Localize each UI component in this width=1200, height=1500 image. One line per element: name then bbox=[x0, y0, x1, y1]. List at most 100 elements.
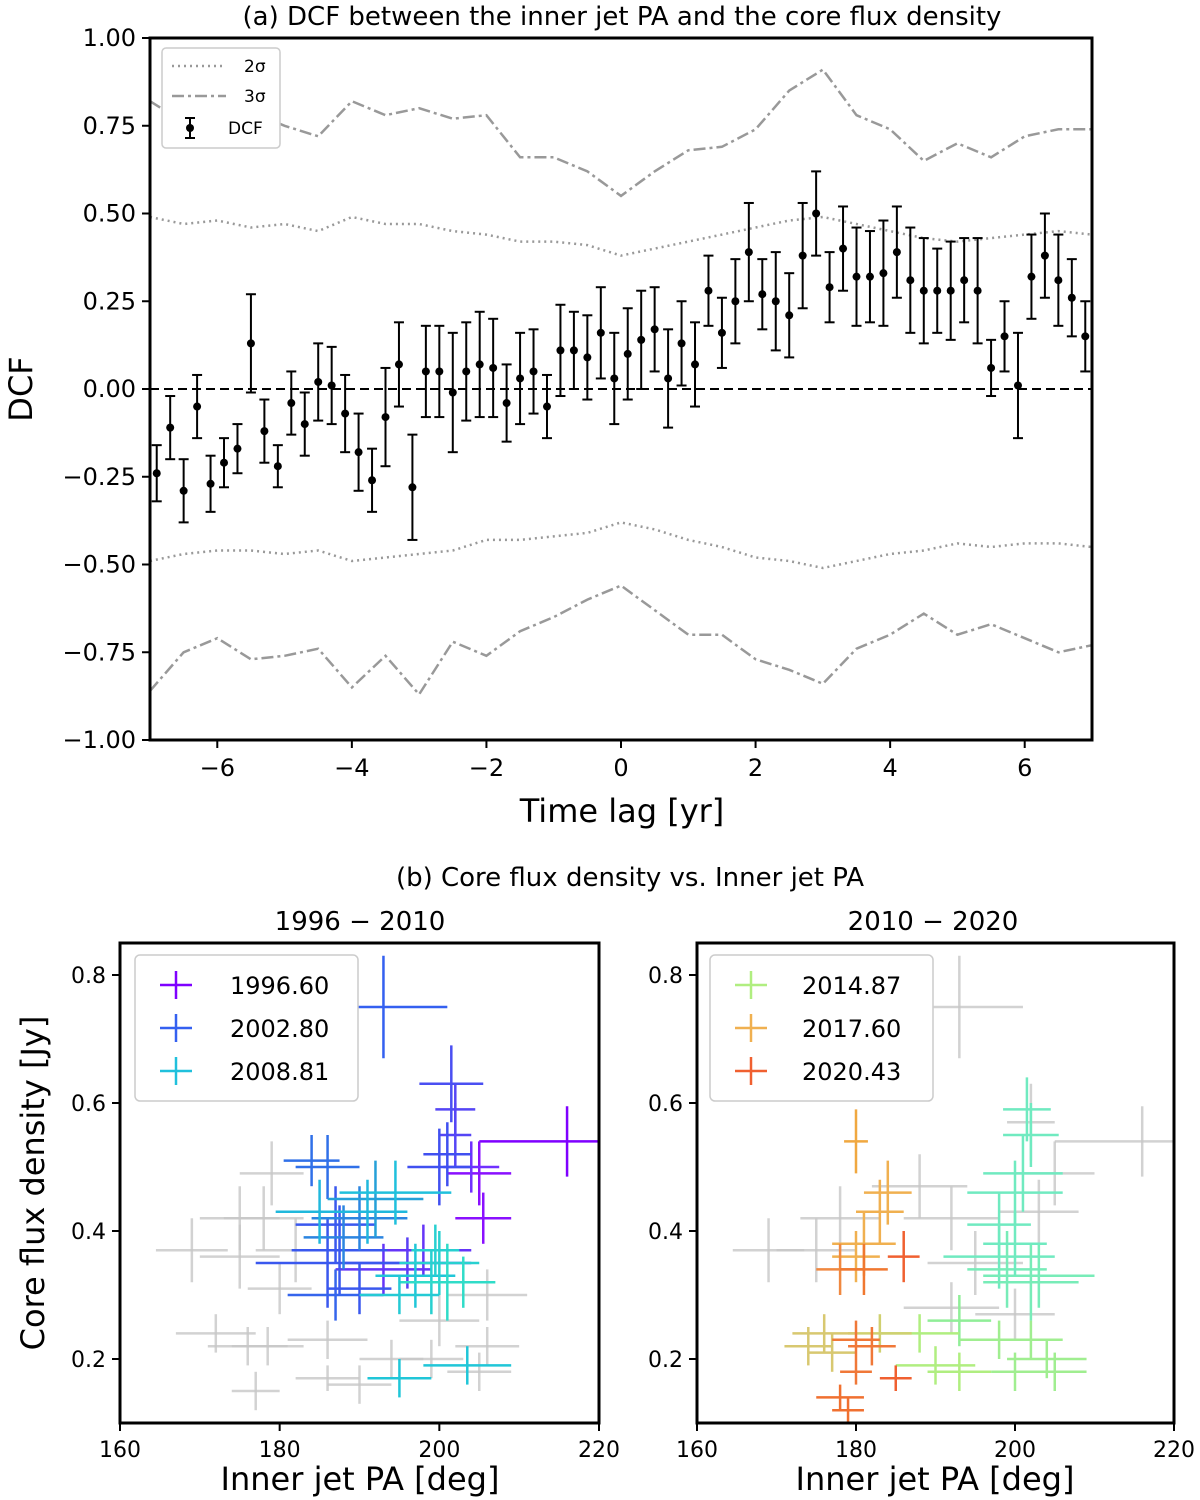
scatter-xtick-label: 200 bbox=[994, 1438, 1036, 1463]
errorbar-cross bbox=[255, 1218, 400, 1308]
errorbar-cross bbox=[800, 1186, 880, 1251]
errorbar-cross bbox=[816, 1384, 864, 1411]
dcf-xtick-label: 0 bbox=[613, 754, 628, 782]
dcf-point bbox=[474, 310, 485, 419]
scatter-ytick-label: 0.8 bbox=[71, 964, 106, 989]
dcf-point bbox=[770, 251, 781, 352]
errorbar-cross bbox=[295, 1186, 376, 1263]
dcf-point bbox=[676, 300, 687, 387]
errorbar-cross bbox=[1003, 1103, 1059, 1167]
errorbar-cross bbox=[903, 1186, 1000, 1251]
errorbar-cross bbox=[983, 1243, 1095, 1308]
scatter-xtick-label: 160 bbox=[676, 1438, 718, 1463]
dcf-point bbox=[219, 437, 230, 489]
dcf-ytick-label: 0.50 bbox=[83, 200, 136, 228]
dcf-point bbox=[595, 286, 606, 380]
errorbar-cross bbox=[455, 1192, 512, 1244]
dcf-point bbox=[299, 391, 310, 457]
b1-legend-label-3: 2008.81 bbox=[230, 1058, 329, 1086]
dcf-ytick-label: 1.00 bbox=[83, 24, 136, 52]
dcf-point bbox=[972, 237, 983, 345]
scatter-panel-2010-2020: 2010 − 2020 160 180 200 220 0.2 0.4 0.6 0.8 Inn… bbox=[648, 907, 1195, 1498]
scatter-ytick-label: 0.6 bbox=[648, 1092, 683, 1117]
b2-axes-frame bbox=[695, 941, 1176, 1425]
errorbar-cross bbox=[399, 1339, 464, 1379]
dcf-point bbox=[1080, 300, 1091, 373]
errorbar-cross bbox=[999, 1179, 1079, 1244]
b2-legend-label-3: 2020.43 bbox=[802, 1058, 901, 1086]
errorbar-cross bbox=[991, 1352, 1039, 1391]
dcf-point bbox=[447, 331, 458, 454]
scatter-xtick-label: 200 bbox=[418, 1438, 460, 1463]
dcf-point bbox=[878, 219, 889, 327]
dcf-point bbox=[313, 342, 324, 422]
dcf-point bbox=[501, 363, 512, 443]
dcf-point bbox=[690, 321, 701, 408]
dcf-point bbox=[824, 251, 835, 324]
scatter-ytick-label: 0.4 bbox=[71, 1220, 106, 1245]
errorbar-cross bbox=[447, 1141, 512, 1206]
dcf-point bbox=[367, 447, 378, 513]
dcf-point bbox=[380, 366, 391, 468]
errorbar-cross bbox=[327, 1263, 392, 1315]
errorbar-cross bbox=[840, 1243, 888, 1295]
dcf-ytick-label: 0.25 bbox=[83, 287, 136, 315]
dcf-point bbox=[784, 272, 795, 359]
dcf-point bbox=[838, 205, 849, 292]
dcf-point bbox=[461, 321, 472, 422]
dcf-plot-area bbox=[149, 67, 1093, 697]
errorbar-cross bbox=[407, 1128, 472, 1206]
b1-ticks: 160 180 200 220 0.2 0.4 0.6 0.8 bbox=[71, 964, 620, 1463]
errorbar-cross bbox=[967, 1231, 1047, 1308]
errorbar-cross bbox=[1003, 1077, 1051, 1142]
dcf-panel: (a) DCF between the inner jet PA and the… bbox=[2, 2, 1094, 830]
errorbar-cross bbox=[327, 1365, 392, 1404]
scatter-xtick-label: 180 bbox=[835, 1438, 877, 1463]
scatter-ytick-label: 0.2 bbox=[648, 1348, 683, 1373]
sigma3-lower-curve bbox=[149, 584, 1093, 697]
errorbar-cross bbox=[339, 1160, 452, 1225]
dcf-point bbox=[178, 458, 189, 524]
errorbar-cross bbox=[975, 1288, 1055, 1340]
dcf-ytick-label: 0.75 bbox=[83, 112, 136, 140]
errorbar-cross bbox=[283, 1135, 340, 1187]
dcf-point bbox=[1066, 258, 1077, 338]
dcf-point bbox=[609, 331, 620, 426]
scatter-panel-1996-2010: 1996 − 2010 160 180 200 220 0.2 0.4 0.6 0.8 Inn… bbox=[14, 907, 620, 1498]
errorbar-cross bbox=[840, 1359, 872, 1385]
legend-3sigma-label: 3σ bbox=[244, 87, 266, 107]
scatter-ytick-label: 0.8 bbox=[648, 964, 683, 989]
dcf-point bbox=[165, 395, 176, 461]
errorbar-cross bbox=[903, 1282, 1000, 1334]
scatter-ytick-label: 0.2 bbox=[71, 1348, 106, 1373]
b1-legend-label-2: 2002.80 bbox=[230, 1015, 329, 1043]
dcf-point bbox=[582, 314, 593, 401]
errorbar-cross bbox=[983, 1211, 1047, 1276]
errorbar-cross bbox=[327, 1160, 424, 1238]
errorbar-cross bbox=[291, 1205, 388, 1295]
dcf-point bbox=[797, 201, 808, 310]
dcf-point bbox=[407, 433, 418, 541]
errorbar-cross bbox=[419, 1045, 484, 1123]
b1-legend-swatch-2 bbox=[160, 1014, 192, 1042]
b1-legend-box bbox=[134, 954, 359, 1102]
dcf-legend-box bbox=[161, 47, 281, 149]
errorbar-cross bbox=[848, 1327, 896, 1366]
errorbar-cross bbox=[399, 1231, 480, 1295]
legend-2sigma-label: 2σ bbox=[244, 57, 266, 77]
errorbar-cross bbox=[411, 1224, 460, 1276]
scatter-xtick-label: 220 bbox=[1153, 1438, 1195, 1463]
dcf-point bbox=[272, 444, 283, 489]
dcf-point bbox=[1053, 233, 1064, 327]
errorbar-cross bbox=[999, 1320, 1063, 1359]
scatter-ytick-label: 0.4 bbox=[648, 1220, 683, 1245]
dcf-point bbox=[1039, 212, 1050, 299]
errorbar-cross bbox=[927, 1231, 1023, 1295]
dcf-point bbox=[999, 300, 1010, 373]
dcf-point bbox=[515, 331, 526, 426]
b1-title: 1996 − 2010 bbox=[275, 907, 446, 937]
b1-legend-swatch-3 bbox=[160, 1057, 192, 1085]
dcf-point bbox=[205, 454, 216, 513]
dcf-point bbox=[811, 170, 822, 257]
errorbar-cross bbox=[1054, 1106, 1174, 1177]
